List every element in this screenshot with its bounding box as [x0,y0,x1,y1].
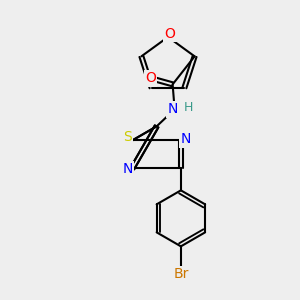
Text: N: N [122,162,133,176]
Text: N: N [181,132,191,146]
Text: Br: Br [173,267,189,281]
Text: O: O [145,71,156,85]
Text: N: N [167,102,178,116]
Text: S: S [123,130,132,144]
Text: H: H [184,101,193,114]
Text: O: O [165,27,176,41]
